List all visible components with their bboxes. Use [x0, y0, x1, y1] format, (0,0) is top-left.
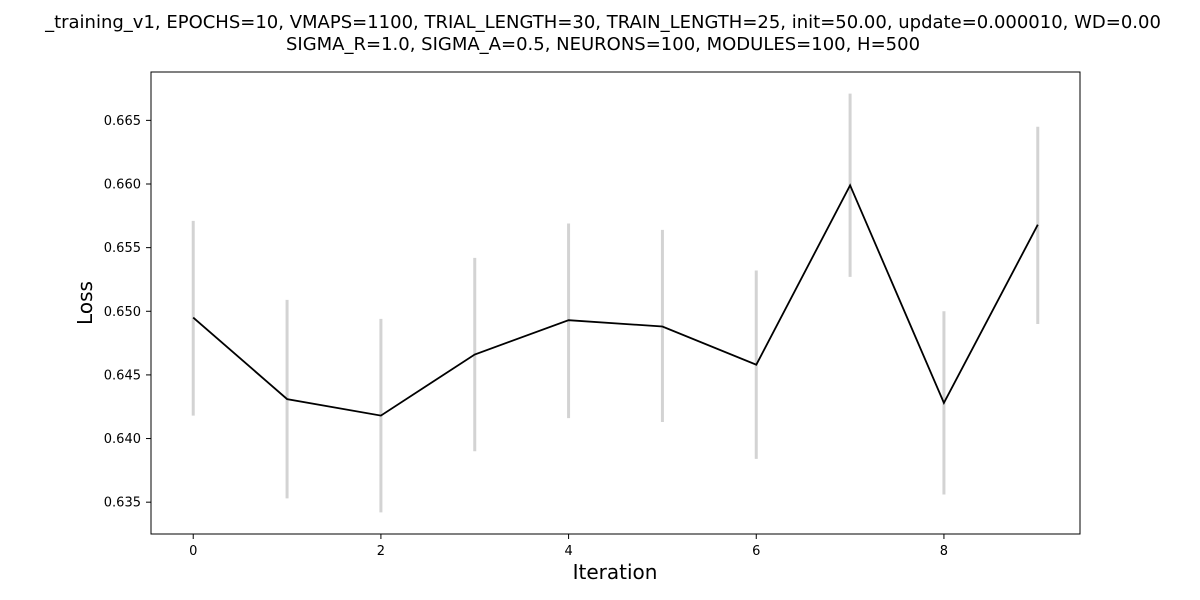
y-tick-label: 0.665: [104, 114, 141, 129]
x-tick-label: 6: [752, 544, 760, 559]
x-axis-label: Iteration: [573, 560, 658, 584]
y-axis-ticks: 0.635 0.640 0.645 0.650 0.655 0.660 0.665: [104, 114, 151, 511]
errorbars-group: [191, 93, 1040, 513]
y-tick-label: 0.640: [104, 432, 141, 447]
x-axis-ticks: 0 2 4 6 8: [189, 534, 948, 559]
x-tick-label: 0: [189, 544, 197, 559]
x-tick-label: 4: [564, 544, 572, 559]
plot-area-frame: [150, 71, 1081, 535]
y-tick-label: 0.660: [104, 178, 141, 193]
x-tick-label: 8: [940, 544, 948, 559]
chart-title-line-1: _training_v1, EPOCHS=10, VMAPS=1100, TRI…: [44, 12, 1161, 33]
y-tick-label: 0.650: [104, 305, 141, 320]
chart-title-line-2: SIGMA_R=1.0, SIGMA_A=0.5, NEURONS=100, M…: [286, 34, 920, 55]
y-tick-label: 0.655: [104, 241, 141, 256]
y-tick-label: 0.645: [104, 368, 141, 383]
y-axis-label: Loss: [73, 281, 97, 325]
loss-line: [192, 183, 1039, 417]
x-tick-label: 2: [377, 544, 385, 559]
y-tick-label: 0.635: [104, 496, 141, 511]
